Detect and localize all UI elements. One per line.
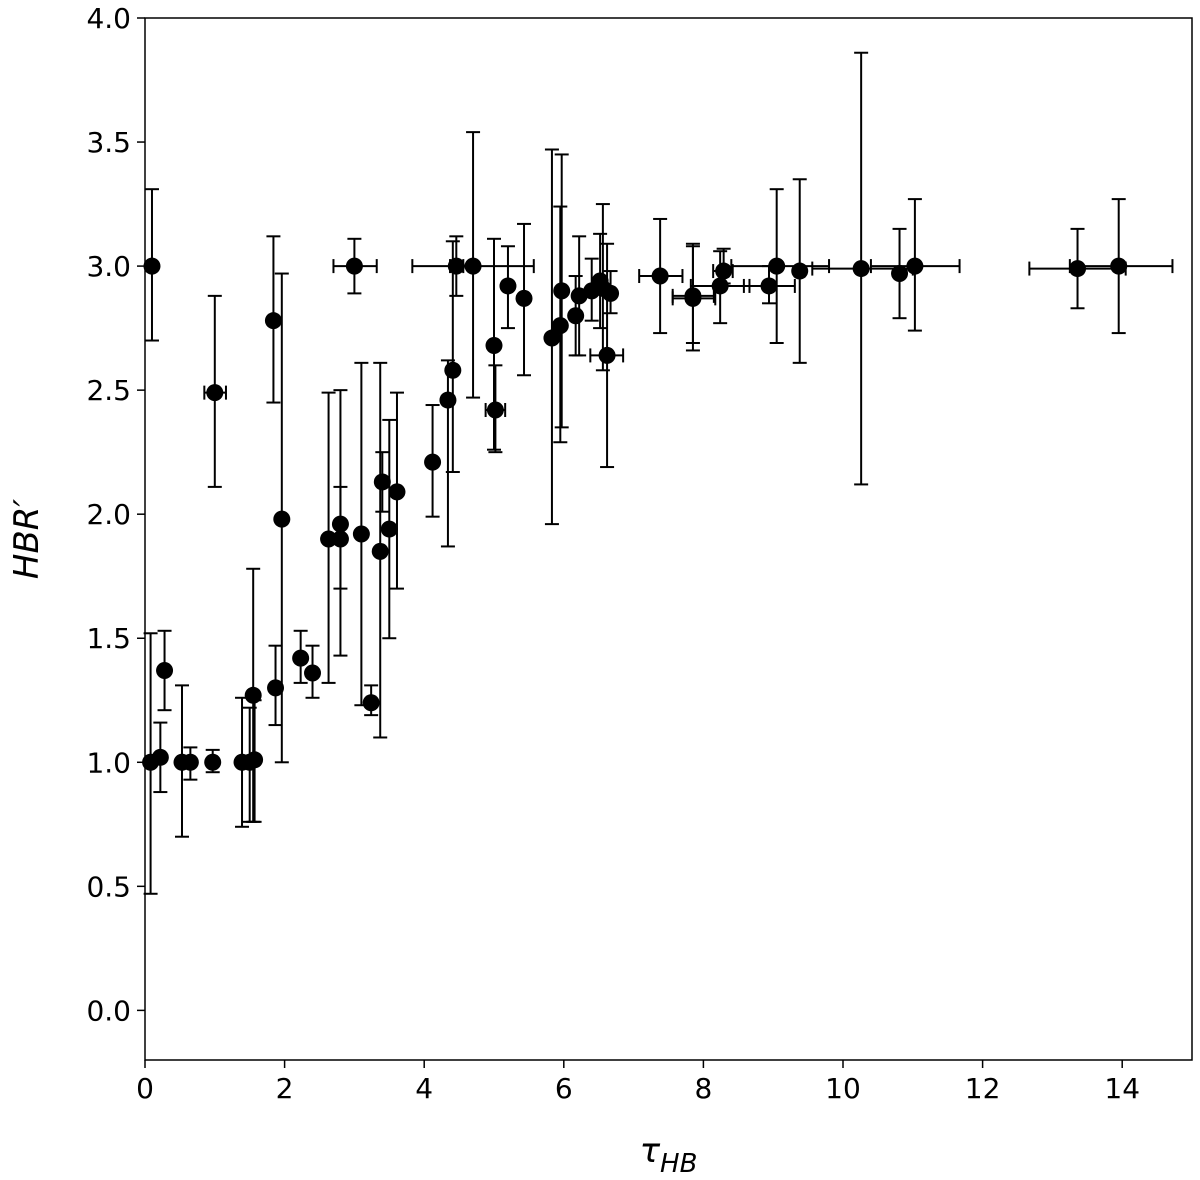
data-point bbox=[273, 510, 291, 528]
data-point bbox=[1110, 257, 1128, 275]
data-point bbox=[371, 542, 389, 560]
data-point bbox=[486, 401, 504, 419]
data-point bbox=[906, 257, 924, 275]
data-point bbox=[388, 483, 406, 501]
x-tick-label: 2 bbox=[276, 1072, 294, 1105]
data-point bbox=[444, 361, 462, 379]
x-axis-label: τHB bbox=[640, 1131, 698, 1175]
x-tick-label: 4 bbox=[415, 1072, 433, 1105]
data-point bbox=[760, 277, 778, 295]
data-point bbox=[264, 312, 282, 330]
data-point bbox=[852, 260, 870, 278]
x-axis-ticks: 0 2 4 6 8 10 12 14 bbox=[136, 1060, 1140, 1105]
x-tick-label: 0 bbox=[136, 1072, 154, 1105]
data-point bbox=[345, 257, 363, 275]
data-point bbox=[551, 317, 569, 335]
data-point bbox=[1069, 260, 1087, 278]
data-point bbox=[567, 307, 585, 325]
plot-area-frame bbox=[144, 17, 1193, 1061]
data-point bbox=[143, 257, 161, 275]
x-axis-label-main: τ bbox=[640, 1131, 661, 1171]
data-point bbox=[464, 257, 482, 275]
y-tick-label: 4.0 bbox=[86, 2, 131, 35]
error-bars bbox=[143, 51, 1174, 895]
x-axis-label-subscript: HB bbox=[660, 1149, 697, 1175]
data-point bbox=[320, 530, 338, 548]
data-point bbox=[267, 679, 285, 697]
data-point bbox=[598, 346, 616, 364]
y-tick-label: 1.0 bbox=[86, 746, 131, 779]
y-tick-label: 1.5 bbox=[86, 622, 131, 655]
data-point bbox=[715, 262, 733, 280]
y-tick-label: 0.0 bbox=[86, 994, 131, 1027]
data-point bbox=[891, 265, 909, 283]
x-tick-label: 12 bbox=[965, 1072, 1001, 1105]
data-point bbox=[447, 257, 465, 275]
y-tick-label: 0.5 bbox=[86, 870, 131, 903]
data-point bbox=[424, 453, 442, 471]
x-tick-label: 6 bbox=[555, 1072, 573, 1105]
data-point bbox=[331, 515, 349, 533]
x-tick-label: 14 bbox=[1104, 1072, 1140, 1105]
data-point bbox=[711, 277, 729, 295]
data-point bbox=[768, 257, 786, 275]
data-point bbox=[352, 525, 370, 543]
data-point bbox=[373, 473, 391, 491]
data-point bbox=[246, 751, 264, 769]
data-point bbox=[543, 329, 561, 347]
data-point bbox=[181, 753, 199, 771]
y-tick-label: 2.5 bbox=[86, 374, 131, 407]
data-point bbox=[602, 284, 620, 302]
data-point bbox=[362, 694, 380, 712]
data-point bbox=[791, 262, 809, 280]
data-point bbox=[156, 661, 174, 679]
data-point bbox=[684, 287, 702, 305]
data-point bbox=[292, 649, 310, 667]
data-points bbox=[142, 257, 1128, 771]
data-point bbox=[244, 686, 262, 704]
x-tick-label: 10 bbox=[825, 1072, 861, 1105]
y-tick-label: 3.5 bbox=[86, 126, 131, 159]
data-point bbox=[151, 748, 169, 766]
data-point bbox=[380, 520, 398, 538]
data-point bbox=[499, 277, 517, 295]
y-tick-label: 2.0 bbox=[86, 498, 131, 531]
data-point bbox=[485, 336, 503, 354]
data-point bbox=[304, 664, 322, 682]
data-point bbox=[515, 289, 533, 307]
y-axis-ticks: 0.0 0.5 1.0 1.5 2.0 2.5 3.0 3.5 4.0 bbox=[86, 2, 145, 1027]
x-tick-label: 8 bbox=[694, 1072, 712, 1105]
data-point bbox=[206, 384, 224, 402]
data-point bbox=[331, 530, 349, 548]
data-point bbox=[651, 267, 669, 285]
y-axis-label: HBR′ bbox=[7, 499, 47, 580]
data-point bbox=[553, 282, 571, 300]
data-point bbox=[439, 391, 457, 409]
data-point bbox=[204, 753, 222, 771]
y-tick-label: 3.0 bbox=[86, 250, 131, 283]
